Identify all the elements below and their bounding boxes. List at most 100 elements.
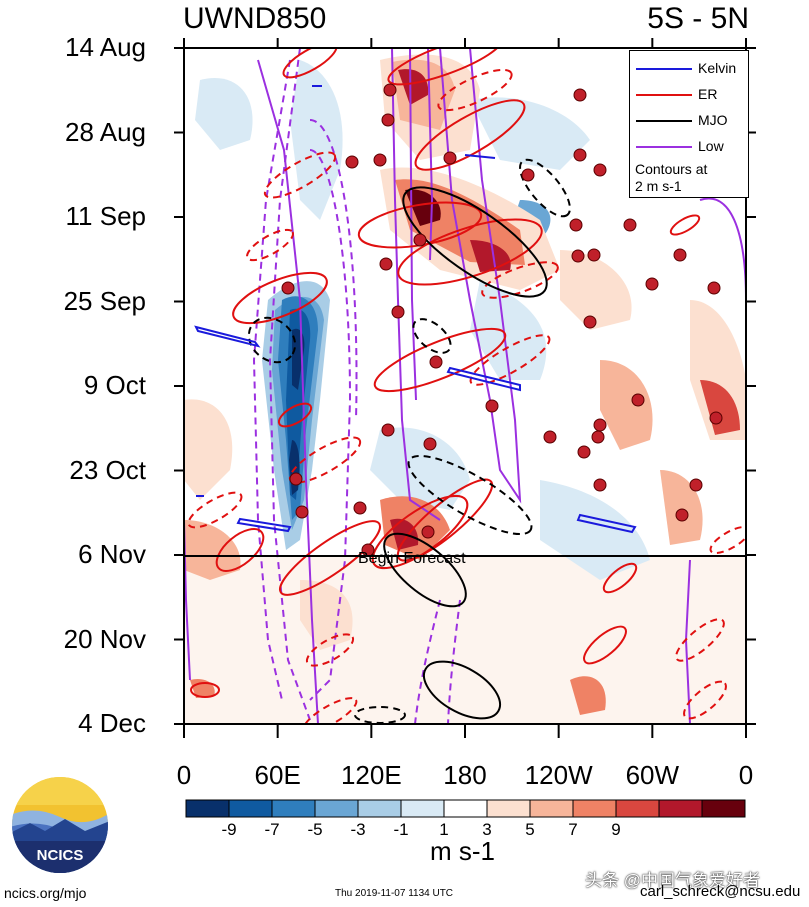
storm-marker — [485, 399, 499, 413]
colorbar-swatch — [357, 799, 402, 818]
legend-item-kelvin: Kelvin — [630, 59, 748, 79]
colorbar-swatch — [658, 799, 703, 818]
author-email: carl_schreck@ncsu.edu — [640, 883, 801, 900]
legend: Kelvin ER MJO Low Contours at 2 m s-1 — [629, 50, 749, 198]
chart-subtitle: 5S - 5N — [647, 2, 749, 35]
storm-marker — [569, 218, 583, 232]
legend-note-line: 2 m s-1 — [635, 178, 682, 194]
colorbar-tick-label: -7 — [264, 820, 280, 839]
storm-marker — [543, 430, 557, 444]
x-axis-ticks — [183, 38, 747, 738]
storm-markers — [281, 83, 723, 557]
begin-forecast-label: Begin Forecast — [358, 550, 466, 567]
y-tick-label: 11 Sep — [65, 201, 146, 231]
legend-item-low: Low — [630, 137, 748, 157]
storm-marker — [289, 472, 303, 486]
storm-marker — [645, 277, 659, 291]
legend-label: Kelvin — [698, 60, 737, 76]
storm-marker — [673, 248, 687, 262]
storm-marker — [591, 430, 605, 444]
storm-marker — [413, 233, 427, 247]
colorbar-tick-label: -1 — [393, 820, 409, 839]
colorbar — [185, 799, 746, 818]
legend-note: Contours at 2 m s-1 — [635, 161, 707, 195]
colorbar-swatch — [701, 799, 746, 818]
colorbar-swatch — [271, 799, 316, 818]
colorbar-tick-label: -5 — [307, 820, 323, 839]
storm-marker — [593, 478, 607, 492]
storm-marker — [423, 437, 437, 451]
storm-marker — [583, 315, 597, 329]
storm-marker — [573, 88, 587, 102]
storm-marker — [281, 281, 295, 295]
y-tick-label: 23 Oct — [69, 454, 146, 485]
y-tick-label: 14 Aug — [65, 32, 146, 62]
storm-marker — [521, 168, 535, 182]
storm-marker — [379, 257, 393, 271]
x-tick-label: 0 — [738, 760, 754, 790]
storm-marker — [429, 355, 443, 369]
colorbar-tick-label: -3 — [350, 820, 366, 839]
x-tick-label: 60W — [625, 760, 680, 790]
y-tick-label: 9 Oct — [83, 370, 146, 400]
storm-marker — [295, 505, 309, 519]
colorbar-swatch — [572, 799, 617, 818]
colorbar-swatch — [185, 799, 230, 818]
legend-label: MJO — [698, 112, 728, 128]
colorbar-tick-label: 9 — [611, 820, 621, 839]
storm-marker — [443, 151, 457, 165]
storm-marker — [571, 249, 585, 263]
colorbar-tick-label: 5 — [525, 820, 535, 839]
storm-marker — [391, 305, 405, 319]
colorbar-swatch — [400, 799, 445, 818]
x-tick-label: 180 — [443, 760, 487, 790]
colorbar-swatch — [615, 799, 660, 818]
legend-item-er: ER — [630, 85, 748, 105]
colorbar-units: m s-1 — [430, 836, 495, 866]
storm-marker — [573, 148, 587, 162]
colorbar-tick-label: -9 — [221, 820, 237, 839]
y-tick-label: 6 Nov — [78, 539, 146, 569]
y-axis-ticks — [174, 47, 756, 725]
storm-marker — [593, 418, 607, 432]
storm-marker — [675, 508, 689, 522]
storm-marker — [421, 525, 435, 539]
logo-text: NCICS — [37, 847, 84, 864]
x-tick-label: 120W — [524, 760, 593, 790]
x-tick-label: 120E — [340, 760, 402, 790]
colorbar-tick-label: 1 — [439, 820, 449, 839]
storm-marker — [587, 248, 601, 262]
colorbar-swatch — [443, 799, 488, 818]
storm-marker — [623, 218, 637, 232]
legend-label: ER — [698, 86, 718, 102]
legend-item-mjo: MJO — [630, 111, 748, 131]
storm-marker — [631, 393, 645, 407]
colorbar-tick-label: 7 — [568, 820, 578, 839]
legend-label: Low — [698, 138, 724, 154]
colorbar-swatch — [486, 799, 531, 818]
storm-marker — [345, 155, 359, 169]
colorbar-tick-label: 3 — [482, 820, 492, 839]
colorbar-swatch — [228, 799, 273, 818]
storm-marker — [383, 83, 397, 97]
colorbar-swatch — [314, 799, 359, 818]
storm-marker — [373, 153, 387, 167]
y-tick-label: 28 Aug — [65, 116, 146, 147]
contour-overlays — [184, 48, 746, 724]
y-tick-label: 25 Sep — [63, 285, 146, 316]
colorbar-swatch — [529, 799, 574, 818]
storm-marker — [381, 113, 395, 127]
storm-marker — [689, 478, 703, 492]
storm-marker — [381, 423, 395, 437]
storm-marker — [707, 281, 721, 295]
timestamp: Thu 2019-11-07 1134 UTC — [335, 888, 454, 899]
y-tick-label: 4 Dec — [78, 708, 146, 738]
ncics-logo: NCICS — [12, 777, 108, 873]
storm-marker — [593, 163, 607, 177]
x-tick-label: 60E — [254, 760, 301, 790]
watermark: 头条 @中国气象爱好者 — [585, 871, 760, 890]
site-url: ncics.org/mjo — [4, 885, 87, 901]
storm-marker — [353, 501, 367, 515]
storm-marker — [577, 445, 591, 459]
